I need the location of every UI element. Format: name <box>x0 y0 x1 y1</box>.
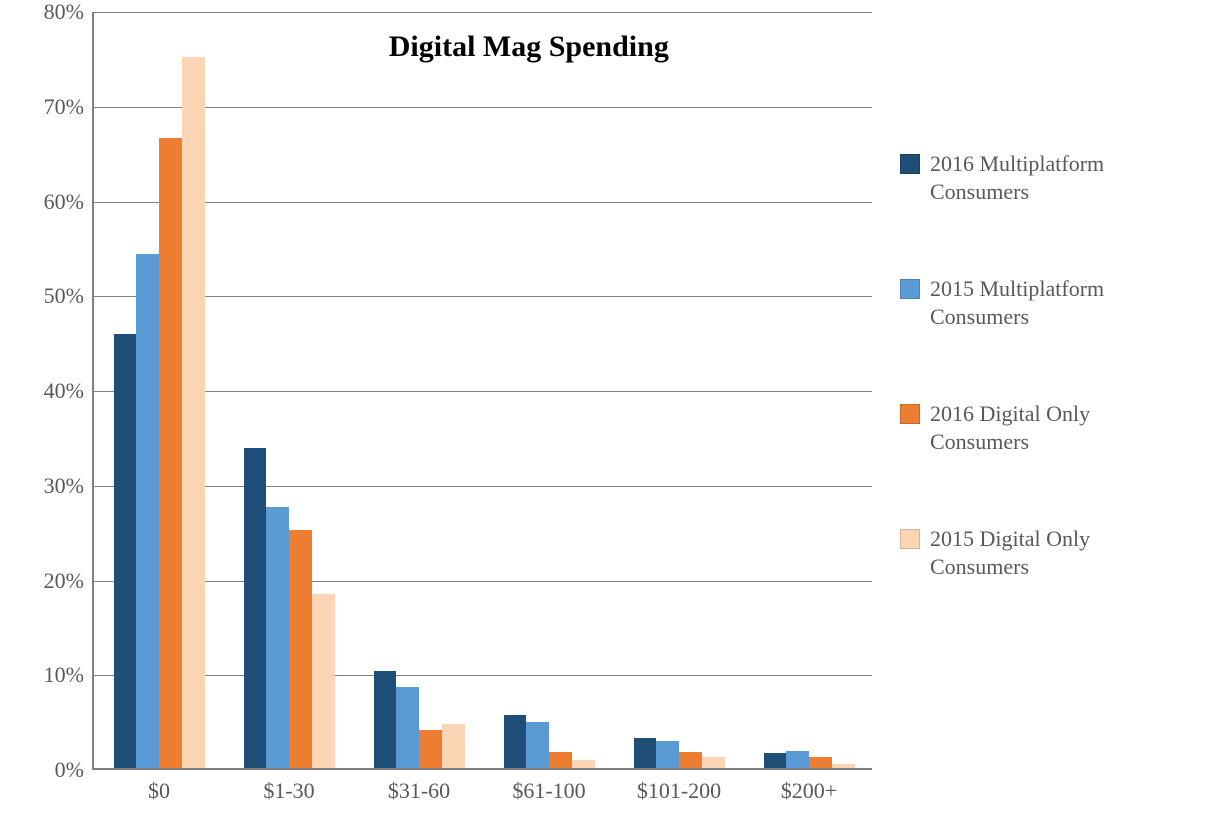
bar <box>656 741 679 768</box>
legend-swatch <box>900 404 920 424</box>
legend-label: 2016 Multiplatform Consumers <box>930 150 1180 205</box>
x-tick-label: $0 <box>148 768 170 804</box>
bar <box>182 57 205 768</box>
bar <box>809 757 832 768</box>
chart-container: 0% 10% 20% 30% 40% 50% 60% 70% 80% $0 $1-30 $31-60 $… <box>0 0 1206 818</box>
gridline <box>94 296 872 297</box>
bar <box>136 254 159 768</box>
x-tick-label: $1-30 <box>263 768 314 804</box>
y-tick-label: 80% <box>44 0 94 25</box>
bar <box>549 752 572 768</box>
legend-entry: 2015 Multiplatform Consumers <box>900 275 1180 330</box>
legend-entry: 2016 Digital Only Consumers <box>900 400 1180 455</box>
y-tick-label: 70% <box>44 94 94 120</box>
y-tick-label: 10% <box>44 662 94 688</box>
bar <box>504 715 527 768</box>
bar <box>442 724 465 768</box>
x-tick-label: $101-200 <box>637 768 721 804</box>
gridline <box>94 675 872 676</box>
bar <box>526 722 549 768</box>
gridline <box>94 107 872 108</box>
bar <box>244 448 267 768</box>
chart-title: Digital Mag Spending <box>389 30 669 64</box>
legend-entry: 2016 Multiplatform Consumers <box>900 150 1180 205</box>
y-tick-label: 40% <box>44 378 94 404</box>
bar <box>419 730 442 768</box>
bar <box>702 757 725 768</box>
legend-swatch <box>900 279 920 299</box>
bar <box>159 138 182 768</box>
bar <box>764 753 787 768</box>
y-tick-label: 20% <box>44 568 94 594</box>
bar <box>374 671 397 768</box>
legend-label: 2015 Multiplatform Consumers <box>930 275 1180 330</box>
x-tick-label: $61-100 <box>512 768 585 804</box>
bar <box>266 507 289 769</box>
gridline <box>94 391 872 392</box>
gridline <box>94 581 872 582</box>
bar <box>396 687 419 768</box>
gridline <box>94 486 872 487</box>
x-tick-label: $200+ <box>781 768 837 804</box>
y-tick-label: 60% <box>44 189 94 215</box>
bar <box>786 751 809 768</box>
bar <box>679 752 702 768</box>
bar <box>572 760 595 768</box>
x-tick-label: $31-60 <box>388 768 450 804</box>
legend-label: 2016 Digital Only Consumers <box>930 400 1180 455</box>
legend-swatch <box>900 529 920 549</box>
bar <box>114 334 137 768</box>
legend-label: 2015 Digital Only Consumers <box>930 525 1180 580</box>
gridline <box>94 202 872 203</box>
gridline <box>94 12 872 13</box>
bar <box>312 594 335 768</box>
legend: 2016 Multiplatform Consumers 2015 Multipl… <box>900 150 1180 650</box>
y-tick-label: 30% <box>44 473 94 499</box>
legend-swatch <box>900 154 920 174</box>
plot-area: 0%10%20%30%40%50%60%70%80%$0$1-30$31-60$… <box>92 12 872 770</box>
bar <box>289 530 312 768</box>
y-tick-label: 50% <box>44 283 94 309</box>
bar <box>634 738 657 768</box>
legend-entry: 2015 Digital Only Consumers <box>900 525 1180 580</box>
bar <box>832 764 855 768</box>
y-tick-label: 0% <box>55 757 94 783</box>
